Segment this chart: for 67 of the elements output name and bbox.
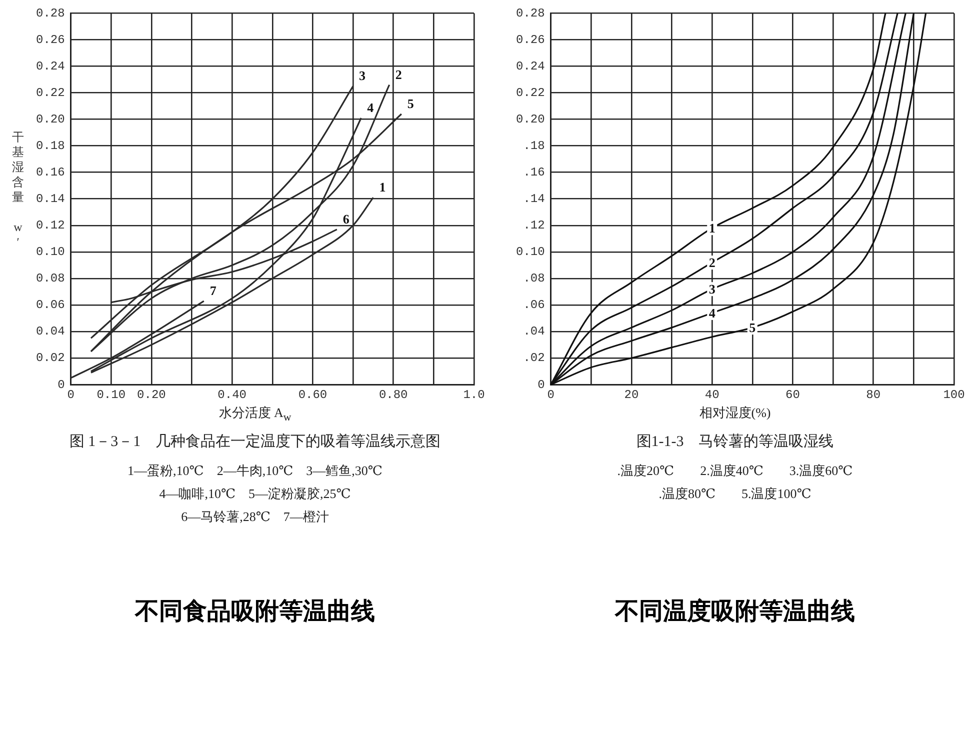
series-label: 4 xyxy=(708,305,716,320)
y-tick-label: 0.26 xyxy=(36,32,65,47)
x-tick-label: 0.80 xyxy=(378,388,408,402)
y-tick-label: .06 xyxy=(523,298,545,312)
x-tick-label: 0 xyxy=(67,388,74,402)
y-tick-label: 0 xyxy=(538,378,545,392)
series-label: 3 xyxy=(708,281,716,296)
x-tick-label: 60 xyxy=(786,388,800,402)
y-tick-label: 0.02 xyxy=(36,351,65,366)
y-tick-label: 0.28 xyxy=(516,6,545,20)
text: 图 1－3－1 几种食品在一定温度下的吸着等温线示意图 xyxy=(68,432,442,451)
x-tick-label: 0.10 xyxy=(96,388,126,402)
x-axis-title: 水分活度 A$_{w}$ xyxy=(218,404,292,424)
text: 不同食品吸附等温曲线 xyxy=(134,596,376,627)
y-tick-label: 0.10 xyxy=(36,245,65,260)
text: 1—蛋粉,10℃ 2—牛肉,10℃ 3—鳕鱼,30℃ xyxy=(126,462,384,480)
text: 不同温度吸附等温曲线 xyxy=(614,596,856,627)
y-tick-label: 0.06 xyxy=(36,298,65,312)
series-label: 7 xyxy=(210,283,217,298)
series-label: 5 xyxy=(749,320,756,335)
y-tick-label: 0.24 xyxy=(36,59,65,74)
x-tick-label: 0.20 xyxy=(137,388,166,402)
series-label: 6 xyxy=(342,211,350,226)
text: .温度20℃ 2.温度40℃ 3.温度60℃ xyxy=(616,462,854,480)
text: 图1-1-3 马铃薯的等温吸湿线 xyxy=(635,432,835,451)
y-tick-label: 0.22 xyxy=(516,86,545,100)
x-tick-label: 20 xyxy=(624,388,639,402)
y-tick-label: 0.28 xyxy=(36,6,65,20)
y-tick-label: 0.20 xyxy=(36,112,65,126)
series-label: 1 xyxy=(708,220,716,236)
y-tick-label: 0.20 xyxy=(516,112,545,126)
y-tick-label: .02 xyxy=(523,351,545,366)
x-tick-label: 100 xyxy=(943,388,965,402)
x-tick-label: 40 xyxy=(704,388,720,402)
y-tick-label: 0.08 xyxy=(36,272,65,286)
series-label: 1 xyxy=(379,180,386,195)
x-axis-title: 相对湿度(%) xyxy=(698,404,772,422)
y-tick-label: 0.04 xyxy=(36,324,65,339)
series-label: 4 xyxy=(367,100,374,115)
x-tick-label: 0.60 xyxy=(298,388,328,402)
y-tick-label: .18 xyxy=(523,139,545,154)
x-tick-label: 80 xyxy=(866,388,881,402)
y-tick-label: 0 xyxy=(58,378,65,392)
series-label: 5 xyxy=(407,96,414,112)
series-label: 2 xyxy=(395,66,402,82)
y-tick-label: .14 xyxy=(523,192,545,206)
y-tick-label: .16 xyxy=(523,166,545,180)
series-label: 3 xyxy=(359,68,366,84)
y-tick-label: 0.22 xyxy=(36,86,65,100)
text: 6—马铃薯,28℃ 7—橙汁 xyxy=(180,508,330,526)
series-label: 2 xyxy=(708,254,716,270)
x-tick-label: 0 xyxy=(547,388,554,402)
y-tick-label: .08 xyxy=(523,272,545,286)
y-tick-label: 0.10 xyxy=(516,245,545,260)
x-tick-label: 1.0 xyxy=(463,388,485,402)
y-tick-label: 0.24 xyxy=(516,59,545,74)
y-tick-label: 0.16 xyxy=(36,166,65,180)
y-tick-label: .12 xyxy=(523,218,545,233)
y-tick-label: 0.12 xyxy=(36,218,65,233)
y-tick-label: .04 xyxy=(523,324,545,339)
text: 4—咖啡,10℃ 5—淀粉凝胶,25℃ xyxy=(158,485,352,503)
text: 干基湿含量 w′ xyxy=(12,130,24,249)
x-tick-label: 0.40 xyxy=(218,388,246,402)
text: .温度80℃ 5.温度100℃ xyxy=(658,485,812,503)
y-tick-label: 0.18 xyxy=(36,139,65,154)
y-tick-label: 0.26 xyxy=(516,32,545,47)
y-tick-label: 0.14 xyxy=(36,192,65,206)
